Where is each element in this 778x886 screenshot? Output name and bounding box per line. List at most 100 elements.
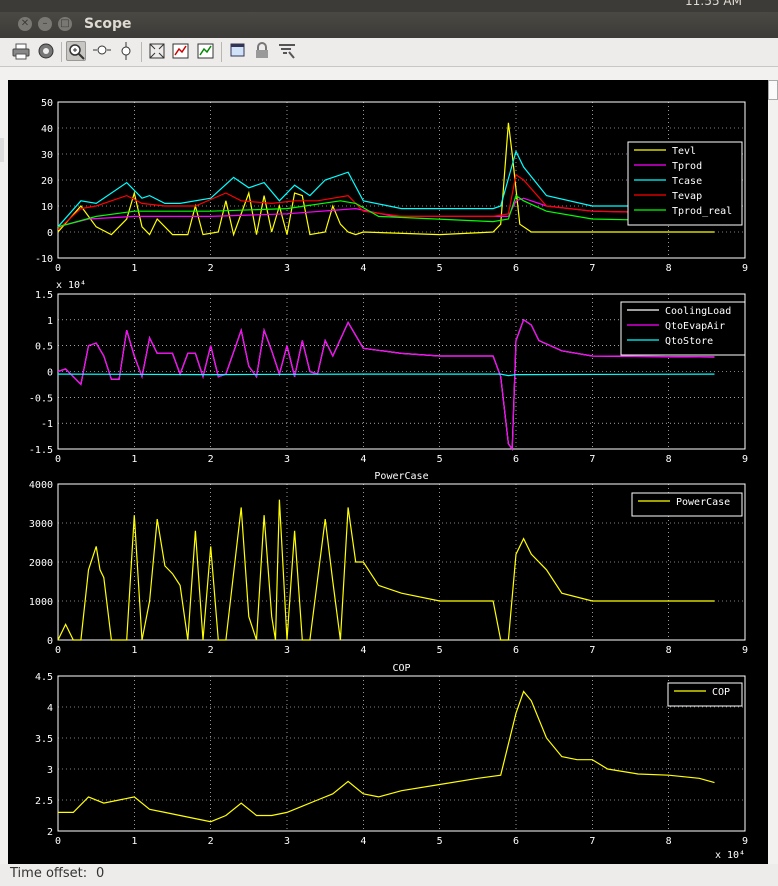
x-tick-label: 9 — [742, 836, 748, 847]
x-tick-label: 8 — [666, 263, 672, 274]
legend-entry: QtoEvapAir — [665, 321, 725, 332]
legend-entry: Tprod — [672, 161, 702, 172]
window-titlebar: ✕ – □ Scope — [0, 12, 778, 38]
y-tick-label: 50 — [41, 98, 53, 109]
series-line-qtostore — [57, 373, 715, 377]
scope-canvas[interactable]: -10 0 10 20 30 40 50 0 1 2 3 4 5 6 7 8 9 Tevl Tprod Tcase Te… — [8, 80, 768, 864]
status-bar: Time offset: 0 — [0, 864, 778, 886]
axes-box — [57, 101, 746, 259]
restore-axes-icon[interactable] — [196, 41, 216, 61]
time-offset-label: Time offset: — [10, 866, 88, 881]
x-tick-label: 8 — [666, 454, 672, 465]
y-tick-label: 2.5 — [35, 796, 53, 807]
legend-entry: Tevap — [672, 191, 702, 202]
x-tick-label: 0 — [55, 263, 61, 274]
x-tick-label: 0 — [55, 454, 61, 465]
y-tick-label: 0 — [47, 228, 53, 239]
x-tick-label: 1 — [131, 645, 137, 656]
x-tick-label: 7 — [589, 263, 595, 274]
legend-entry: Tcase — [672, 176, 702, 187]
zoom-in-icon[interactable] — [66, 41, 86, 61]
float-scope-icon[interactable] — [228, 41, 248, 61]
toolbar-separator — [141, 42, 142, 62]
x-tick-label: 2 — [208, 645, 214, 656]
series-line-cop — [58, 690, 715, 823]
print-icon[interactable] — [11, 41, 31, 61]
x-tick-label: 7 — [589, 836, 595, 847]
series-line-coolingload — [57, 318, 715, 451]
maximize-icon[interactable]: □ — [58, 17, 72, 31]
zoom-x-icon[interactable] — [92, 41, 112, 61]
y-tick-label: 30 — [41, 150, 53, 161]
parameters-icon[interactable] — [36, 41, 56, 61]
x-tick-label: 7 — [589, 645, 595, 656]
autoscale-icon[interactable] — [147, 41, 167, 61]
series-line-tevap — [57, 173, 715, 230]
x-tick-label: 8 — [666, 836, 672, 847]
y-tick-label: 1000 — [29, 597, 53, 608]
y-tick-label: -10 — [35, 254, 53, 265]
x-tick-label: 6 — [513, 263, 519, 274]
x-tick-label: 6 — [513, 454, 519, 465]
legend-entry: QtoStore — [665, 336, 713, 347]
x-multiplier-label: x 10⁴ — [715, 850, 745, 861]
toolbar-separator — [61, 42, 62, 62]
x-tick-label: 9 — [742, 263, 748, 274]
series-line-tevl — [57, 122, 715, 237]
y-tick-label: 3.5 — [35, 734, 53, 745]
legend-entry: COP — [712, 687, 730, 698]
x-tick-label: 4 — [360, 836, 366, 847]
x-tick-label: 4 — [360, 454, 366, 465]
y-tick-label: 2 — [47, 827, 53, 838]
x-tick-label: 6 — [513, 645, 519, 656]
x-tick-label: 6 — [513, 836, 519, 847]
x-tick-label: 8 — [666, 645, 672, 656]
save-axes-icon[interactable] — [171, 41, 191, 61]
x-tick-label: 3 — [284, 263, 290, 274]
series-line-qtoevapair — [57, 318, 715, 451]
toolbar — [0, 38, 778, 100]
series-line-tcase — [57, 149, 715, 228]
y-tick-label: 20 — [41, 176, 53, 187]
x-tick-label: 1 — [131, 836, 137, 847]
lock-icon[interactable] — [252, 41, 272, 61]
y-tick-label: 4000 — [29, 480, 53, 491]
y-tick-label: 1 — [47, 316, 53, 327]
legend-entry: CoolingLoad — [665, 306, 731, 317]
x-tick-label: 2 — [208, 454, 214, 465]
time-offset-value: 0 — [96, 866, 105, 881]
signal-selection-icon[interactable] — [277, 41, 297, 61]
x-tick-label: 5 — [437, 263, 443, 274]
x-tick-label: 9 — [742, 454, 748, 465]
y-tick-label: 3 — [47, 765, 53, 776]
legend-entry: Tevl — [672, 146, 696, 157]
x-tick-label: 1 — [131, 263, 137, 274]
x-tick-label: 4 — [360, 645, 366, 656]
x-tick-label: 7 — [589, 454, 595, 465]
y-tick-label: 0.5 — [35, 342, 53, 353]
minimize-icon[interactable]: – — [38, 17, 52, 31]
x-tick-label: 5 — [437, 454, 443, 465]
close-icon[interactable]: ✕ — [18, 17, 32, 31]
legend-box — [627, 141, 743, 226]
y-tick-label: 2000 — [29, 558, 53, 569]
legend-box — [631, 492, 743, 517]
x-tick-label: 4 — [360, 263, 366, 274]
series-line-tprod — [57, 197, 715, 228]
zoom-y-icon[interactable] — [116, 41, 136, 61]
x-tick-label: 1 — [131, 454, 137, 465]
chart-title: PowerCase — [374, 471, 428, 482]
x-tick-label: 2 — [208, 263, 214, 274]
y-tick-label: 10 — [41, 202, 53, 213]
scrollbar[interactable] — [768, 80, 778, 100]
x-tick-label: 3 — [284, 645, 290, 656]
legend-entry: Tprod_real — [672, 206, 732, 217]
legend-entry: PowerCase — [676, 497, 730, 508]
toolbar-separator — [221, 42, 222, 62]
series-line-tprod-real — [57, 194, 715, 228]
legend-box — [620, 301, 746, 356]
system-top-bar: 11:55 AM — [0, 0, 778, 12]
y-tick-label: 3000 — [29, 519, 53, 530]
x-tick-label: 3 — [284, 836, 290, 847]
